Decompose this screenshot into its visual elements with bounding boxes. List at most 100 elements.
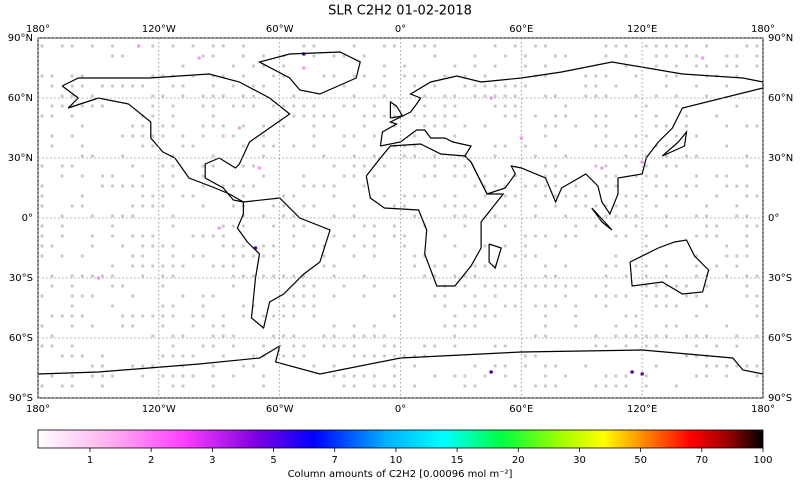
lat-tick-label-right: 60°N: [768, 93, 793, 104]
obs-dot: [131, 214, 135, 218]
obs-dot: [50, 284, 54, 288]
obs-dot: [100, 174, 105, 178]
colorbar-label: Column amounts of C2H2 [0.00096 mol m⁻²]: [288, 469, 513, 480]
obs-dot: [745, 294, 749, 298]
colorbar-tick-label: 100: [753, 455, 772, 466]
obs-dot: [100, 364, 105, 368]
obs-dot: [272, 144, 276, 148]
obs-dot: [171, 124, 175, 128]
obs-dot: [553, 364, 558, 368]
obs-dot: [221, 134, 225, 138]
obs-dot: [171, 244, 175, 248]
obs-dot: [594, 74, 598, 78]
lat-tick-label-left: 60°S: [9, 333, 33, 344]
obs-dot: [624, 164, 628, 168]
obs-dot: [553, 124, 558, 128]
obs-dot: [664, 44, 668, 48]
obs-dot: [70, 204, 74, 208]
obs-dot: [151, 204, 155, 208]
obs-dot: [181, 294, 185, 298]
obs-dot: [141, 134, 145, 138]
coastline: [365, 143, 505, 287]
coastline: [236, 197, 331, 330]
coastline: [257, 51, 361, 95]
obs-dot: [463, 304, 467, 308]
obs-dot: [453, 134, 457, 138]
obs-dot: [332, 334, 336, 338]
obs-dot: [644, 164, 648, 168]
obs-dot: [362, 274, 366, 278]
obs-dot: [282, 204, 286, 208]
obs-dot: [272, 104, 276, 108]
obs-dot: [433, 164, 437, 168]
obs-dot: [644, 284, 648, 288]
obs-dot: [151, 44, 155, 48]
colorbar-tick-label: 1: [87, 455, 93, 466]
obs-dot: [90, 94, 94, 98]
obs-dot: [161, 194, 165, 198]
obs-dot: [70, 344, 74, 348]
obs-dot: [553, 244, 558, 248]
obs-dot: [50, 344, 54, 348]
obs-dot: [50, 144, 54, 148]
obs-dot: [241, 164, 246, 168]
obs-dot: [715, 114, 719, 118]
obs-dot: [664, 164, 668, 168]
obs-dot: [221, 234, 225, 238]
obs-dot: [684, 184, 689, 188]
obs-dot: [211, 44, 215, 48]
obs-dot: [614, 144, 618, 148]
obs-dot: [654, 174, 658, 178]
obs-dot: [221, 224, 225, 228]
obs-dot: [292, 194, 296, 198]
obs-dot: [443, 204, 447, 208]
obs-dot: [201, 234, 205, 238]
obs-dot: [654, 124, 658, 128]
obs-dot: [332, 114, 336, 118]
obs-dot: [342, 134, 346, 138]
obs-dot: [241, 94, 246, 98]
obs-dot: [503, 104, 507, 108]
lat-tick-label-right: 60°S: [768, 333, 792, 344]
obs-dot: [604, 284, 608, 288]
lat-tick-label-right: 0°: [768, 213, 779, 224]
obs-dot: [161, 134, 165, 138]
obs-dot: [372, 254, 376, 258]
obs-dot: [161, 354, 165, 358]
obs-dot: [211, 114, 215, 118]
obs-dot: [412, 364, 417, 368]
obs-dot: [564, 154, 568, 158]
obs-dot: [372, 84, 376, 88]
obs-dot: [755, 44, 759, 48]
obs-dot: [181, 354, 185, 358]
obs-dot: [553, 194, 558, 198]
obs-dot: [644, 234, 648, 238]
obs-dot: [553, 184, 558, 188]
obs-dot: [161, 204, 165, 208]
obs-dot: [735, 344, 739, 348]
obs-dot: [644, 174, 648, 178]
obs-dot: [745, 164, 749, 168]
obs-dot: [231, 104, 235, 108]
obs-dot: [50, 74, 54, 78]
obs-dot: [292, 224, 296, 228]
obs-dot: [80, 124, 84, 128]
obs-dot: [211, 264, 215, 268]
obs-dot: [70, 314, 74, 318]
obs-dot: [392, 354, 397, 358]
obs-dot: [161, 284, 165, 288]
obs-dot: [120, 214, 125, 218]
obs-dot: [664, 214, 668, 218]
obs-dot: [664, 274, 668, 278]
obs-dot: [644, 344, 648, 348]
obs-dot: [684, 284, 689, 288]
obs-dot: [201, 94, 205, 98]
obs-dot: [292, 104, 296, 108]
obs-dot: [412, 194, 417, 198]
obs-dot: [684, 194, 689, 198]
obs-dot: [312, 134, 316, 138]
obs-dot: [261, 254, 266, 258]
obs-dot: [90, 294, 94, 298]
obs-dot: [70, 74, 74, 78]
obs-dot: [241, 314, 246, 318]
